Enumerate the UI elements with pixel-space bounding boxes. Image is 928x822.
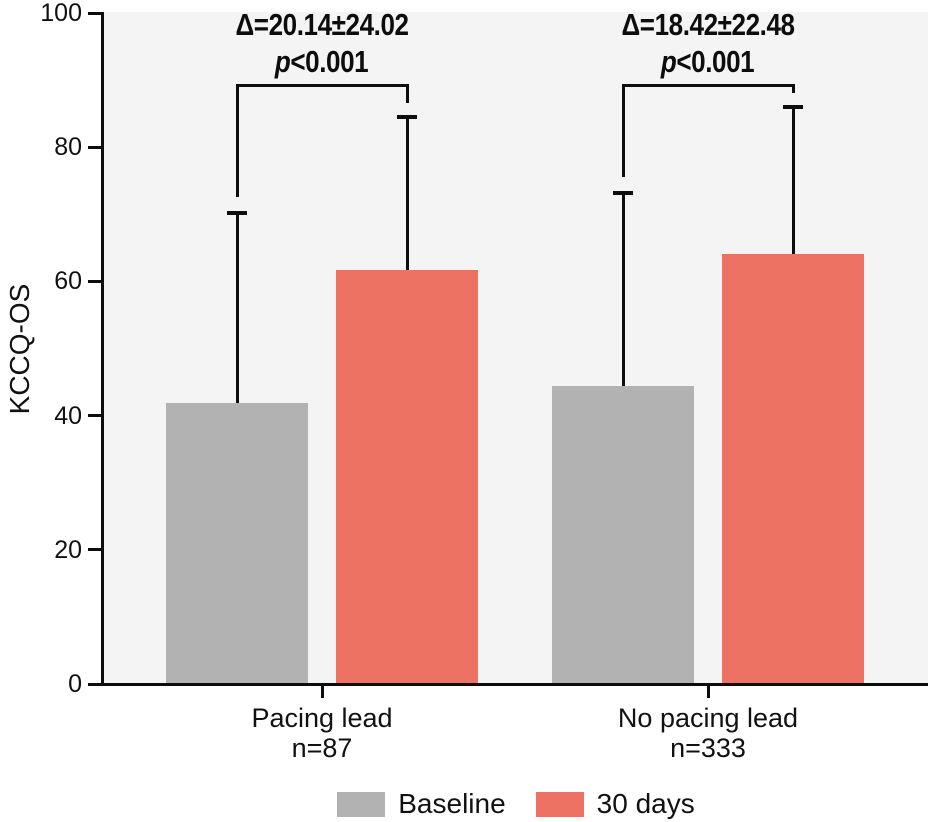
y-axis-tick-label: 80: [54, 133, 82, 162]
significance-bracket-leg: [621, 84, 625, 177]
x-category-label: No pacing lead: [617, 703, 799, 733]
legend-item: Baseline: [337, 788, 506, 819]
p-value-annotation: p<0.001: [661, 44, 755, 79]
legend-swatch-30-days: [535, 791, 584, 817]
legend-swatch-baseline: [337, 791, 386, 817]
y-axis-tick: [88, 145, 101, 149]
y-axis-tick-label: 100: [40, 0, 82, 27]
x-axis-line: [101, 683, 928, 686]
error-bar: [621, 192, 625, 387]
bar-30-days: [722, 253, 864, 683]
bar-30-days: [336, 269, 478, 683]
y-axis-tick-label: 20: [54, 535, 82, 564]
legend-label: Baseline: [398, 788, 506, 819]
y-axis-tick: [88, 279, 101, 283]
delta-annotation: Δ=20.14±24.02: [235, 7, 409, 42]
x-category-tick: [320, 686, 324, 698]
x-category-n-label: n=333: [670, 733, 746, 763]
error-bar: [235, 212, 239, 403]
significance-bracket: [235, 84, 409, 87]
significance-bracket-leg: [405, 84, 409, 103]
y-axis-tick: [88, 682, 101, 686]
y-axis-tick: [88, 548, 101, 552]
bar-baseline: [552, 386, 694, 683]
error-bar-cap: [613, 190, 633, 195]
x-category-label: Pacing lead: [251, 703, 393, 733]
y-axis-tick: [88, 414, 101, 418]
legend-item: 30 days: [535, 788, 695, 819]
bar-baseline: [166, 402, 308, 683]
delta-annotation: Δ=18.42±22.48: [621, 7, 795, 42]
legend-label: 30 days: [596, 788, 695, 819]
significance-bracket: [621, 84, 795, 87]
significance-bracket-leg: [791, 84, 795, 93]
y-axis-tick-label: 40: [54, 401, 82, 430]
x-category-tick: [706, 686, 710, 698]
p-value-annotation: p<0.001: [275, 44, 369, 79]
legend: Baseline 30 days: [104, 788, 928, 820]
error-bar-cap: [227, 210, 247, 215]
significance-bracket-leg: [235, 84, 239, 197]
y-axis-line: [101, 12, 104, 686]
y-axis-tick: [88, 11, 101, 15]
error-bar-cap: [397, 115, 417, 119]
x-category-n-label: n=87: [291, 733, 353, 763]
y-axis-tick-label: 60: [54, 267, 82, 296]
y-axis-tick-label: 0: [68, 670, 82, 698]
error-bar: [405, 117, 409, 270]
error-bar: [791, 106, 795, 254]
error-bar-cap: [783, 104, 803, 109]
